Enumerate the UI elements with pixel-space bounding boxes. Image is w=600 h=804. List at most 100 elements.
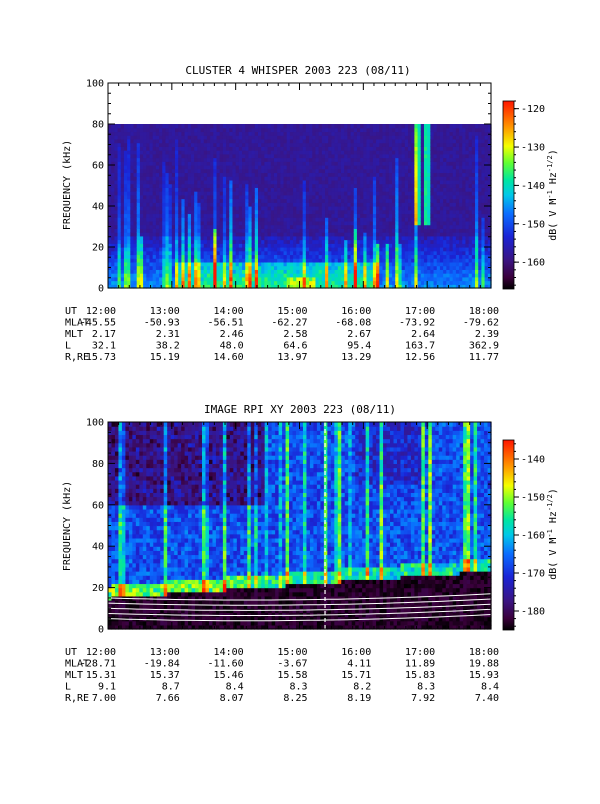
ephemeris-value: 38.2 bbox=[156, 341, 180, 352]
ephemeris-value: 64.6 bbox=[283, 341, 307, 352]
ephemeris-value: 2.67 bbox=[347, 329, 371, 340]
ephemeris-value: -45.55 bbox=[80, 318, 116, 329]
y-tick-label: 20 bbox=[92, 243, 104, 254]
ephemeris-value: 15:00 bbox=[277, 306, 307, 317]
ephemeris-label: MLT bbox=[65, 670, 83, 681]
ephemeris-value: -50.93 bbox=[144, 318, 180, 329]
colorbar-tick-label: -160 bbox=[521, 531, 545, 542]
ephemeris-value: 8.07 bbox=[220, 693, 244, 704]
ephemeris-value: 48.0 bbox=[220, 341, 244, 352]
ephemeris-value: -68.08 bbox=[335, 318, 371, 329]
panel2-spectrogram bbox=[108, 422, 492, 630]
ephemeris-value: 18:00 bbox=[469, 306, 499, 317]
ephemeris-value: 8.7 bbox=[162, 682, 180, 693]
ephemeris-value: 7.00 bbox=[92, 693, 116, 704]
y-tick-label: 80 bbox=[92, 120, 104, 131]
ephemeris-value: 12:00 bbox=[86, 647, 116, 658]
y-tick-label: 60 bbox=[92, 500, 104, 511]
panel2-title: IMAGE RPI XY 2003 223 (08/11) bbox=[204, 403, 396, 416]
ephemeris-value: -79.62 bbox=[463, 318, 499, 329]
ephemeris-label: UT bbox=[65, 306, 77, 317]
panel1-colorbar-ticks: -120-130-140-150-160 bbox=[514, 101, 545, 285]
ephemeris-label: L bbox=[65, 341, 71, 352]
ephemeris-value: 15.19 bbox=[150, 352, 180, 363]
y-tick-label: 40 bbox=[92, 202, 104, 213]
ephemeris-value: 8.3 bbox=[417, 682, 435, 693]
panel1-title: CLUSTER 4 WHISPER 2003 223 (08/11) bbox=[185, 64, 410, 77]
ephemeris-value: 163.7 bbox=[405, 341, 435, 352]
ephemeris-value: 16:00 bbox=[341, 306, 371, 317]
ephemeris-label: L bbox=[65, 682, 71, 693]
ephemeris-value: 2.31 bbox=[156, 329, 180, 340]
panel1-colorbar-label: dB( V M-1 Hz-1/2) bbox=[546, 149, 559, 241]
ephemeris-value: 15.58 bbox=[277, 670, 307, 681]
colorbar-tick-label: -150 bbox=[521, 219, 545, 230]
ephemeris-value: 15.31 bbox=[86, 670, 116, 681]
ephemeris-value: 95.4 bbox=[347, 341, 371, 352]
ephemeris-value: 2.39 bbox=[475, 329, 499, 340]
colorbar-tick-label: -120 bbox=[521, 104, 545, 115]
ephemeris-value: -11.60 bbox=[208, 659, 244, 670]
panel2-y-axis-label: FREQUENCY (kHz) bbox=[62, 481, 73, 571]
ephemeris-value: 17:00 bbox=[405, 306, 435, 317]
ephemeris-value: 14.60 bbox=[214, 352, 244, 363]
y-tick-label: 100 bbox=[86, 418, 104, 429]
ephemeris-value: 16:00 bbox=[341, 647, 371, 658]
ephemeris-value: 11.89 bbox=[405, 659, 435, 670]
y-tick-label: 20 bbox=[92, 583, 104, 594]
ephemeris-value: 13.97 bbox=[277, 352, 307, 363]
panel2-colorbar-ticks: -140-150-160-170-180 bbox=[514, 444, 545, 626]
ephemeris-value: 7.66 bbox=[156, 693, 180, 704]
colorbar-tick-label: -140 bbox=[521, 455, 545, 466]
ephemeris-value: 362.9 bbox=[469, 341, 499, 352]
ephemeris-value: 2.46 bbox=[220, 329, 244, 340]
colorbar-tick-label: -170 bbox=[521, 569, 545, 580]
ephemeris-value: 15.83 bbox=[405, 670, 435, 681]
panel1-spectrogram bbox=[108, 124, 492, 289]
panel1-colorbar bbox=[503, 101, 514, 289]
ephemeris-value: 8.4 bbox=[226, 682, 244, 693]
ephemeris-value: 15.37 bbox=[150, 670, 180, 681]
ephemeris-value: 11.77 bbox=[469, 352, 499, 363]
ephemeris-value: 18:00 bbox=[469, 647, 499, 658]
ephemeris-value: 15.46 bbox=[214, 670, 244, 681]
y-tick-label: 0 bbox=[98, 284, 104, 295]
ephemeris-value: 8.19 bbox=[347, 693, 371, 704]
ephemeris-value: 14:00 bbox=[214, 306, 244, 317]
ephemeris-label: UT bbox=[65, 647, 77, 658]
ephemeris-value: -73.92 bbox=[399, 318, 435, 329]
y-tick-label: 100 bbox=[86, 79, 104, 90]
ephemeris-value: 15.71 bbox=[341, 670, 371, 681]
ephemeris-value: -28.71 bbox=[80, 659, 116, 670]
ephemeris-value: 15.93 bbox=[469, 670, 499, 681]
ephemeris-label: MLT bbox=[65, 329, 83, 340]
colorbar-tick-label: -160 bbox=[521, 258, 545, 269]
ephemeris-value: 4.11 bbox=[347, 659, 371, 670]
ephemeris-value: 13:00 bbox=[150, 306, 180, 317]
ephemeris-value: 8.3 bbox=[289, 682, 307, 693]
ephemeris-value: 17:00 bbox=[405, 647, 435, 658]
ephemeris-label: R,RE bbox=[65, 693, 89, 704]
ephemeris-value: 13.29 bbox=[341, 352, 371, 363]
ephemeris-value: 8.2 bbox=[353, 682, 371, 693]
ephemeris-value: 12.56 bbox=[405, 352, 435, 363]
ephemeris-value: -56.51 bbox=[208, 318, 244, 329]
ephemeris-value: 2.17 bbox=[92, 329, 116, 340]
colorbar-tick-label: -130 bbox=[521, 143, 545, 154]
ephemeris-value: 2.64 bbox=[411, 329, 435, 340]
colorbar-tick-label: -180 bbox=[521, 607, 545, 618]
y-tick-label: 80 bbox=[92, 459, 104, 470]
ephemeris-value: -62.27 bbox=[271, 318, 307, 329]
ephemeris-value: 19.88 bbox=[469, 659, 499, 670]
ephemeris-value: 15.73 bbox=[86, 352, 116, 363]
panel2-colorbar bbox=[503, 440, 514, 630]
ephemeris-value: -19.84 bbox=[144, 659, 180, 670]
ephemeris-value: 7.40 bbox=[475, 693, 499, 704]
ephemeris-value: 7.92 bbox=[411, 693, 435, 704]
ephemeris-value: 32.1 bbox=[92, 341, 116, 352]
panel1-y-axis-label: FREQUENCY (kHz) bbox=[62, 140, 73, 230]
ephemeris-value: 9.1 bbox=[98, 682, 116, 693]
